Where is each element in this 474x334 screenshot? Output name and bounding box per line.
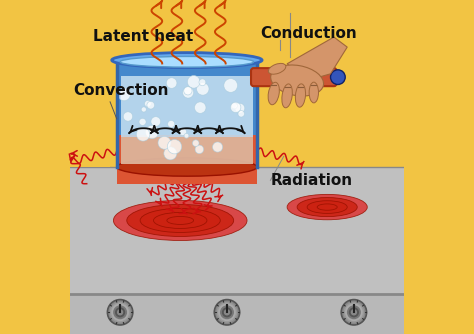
Bar <box>117 60 257 135</box>
Circle shape <box>197 83 209 95</box>
Circle shape <box>217 302 237 323</box>
Circle shape <box>145 101 151 107</box>
Circle shape <box>220 305 234 319</box>
Circle shape <box>115 307 125 317</box>
Circle shape <box>166 78 177 88</box>
Circle shape <box>118 88 130 101</box>
Circle shape <box>187 75 200 88</box>
Circle shape <box>164 147 177 160</box>
Ellipse shape <box>317 204 337 210</box>
Ellipse shape <box>268 63 286 74</box>
Circle shape <box>137 128 150 141</box>
Polygon shape <box>287 37 347 80</box>
Circle shape <box>349 307 359 317</box>
Circle shape <box>341 300 366 325</box>
Circle shape <box>330 70 345 85</box>
Circle shape <box>123 112 133 121</box>
Text: Radiation: Radiation <box>270 173 353 188</box>
Ellipse shape <box>167 216 193 224</box>
Ellipse shape <box>271 65 324 96</box>
Circle shape <box>212 142 223 152</box>
Ellipse shape <box>287 194 367 220</box>
Text: Conduction: Conduction <box>260 26 357 41</box>
Circle shape <box>235 103 245 113</box>
Ellipse shape <box>297 198 357 217</box>
Circle shape <box>218 303 236 321</box>
Circle shape <box>184 133 189 138</box>
Ellipse shape <box>307 201 347 213</box>
Circle shape <box>109 302 130 323</box>
Circle shape <box>179 128 187 136</box>
Bar <box>121 137 253 164</box>
Ellipse shape <box>127 204 234 236</box>
Ellipse shape <box>117 158 257 176</box>
Ellipse shape <box>309 82 319 103</box>
Circle shape <box>194 102 206 113</box>
Ellipse shape <box>112 53 262 68</box>
Circle shape <box>351 309 357 315</box>
Circle shape <box>184 87 192 95</box>
Bar <box>70 0 404 167</box>
Circle shape <box>158 136 171 149</box>
Circle shape <box>117 309 123 315</box>
Circle shape <box>344 302 365 323</box>
Circle shape <box>146 125 159 139</box>
Ellipse shape <box>282 84 292 108</box>
Circle shape <box>113 305 127 319</box>
Circle shape <box>141 107 146 112</box>
Circle shape <box>111 303 129 321</box>
Circle shape <box>192 140 199 146</box>
Bar <box>70 294 404 334</box>
Bar <box>117 108 257 184</box>
Circle shape <box>224 309 230 315</box>
Circle shape <box>195 145 204 154</box>
Circle shape <box>214 300 240 325</box>
Circle shape <box>167 140 182 154</box>
Circle shape <box>199 79 206 86</box>
Ellipse shape <box>120 56 254 67</box>
FancyBboxPatch shape <box>251 68 337 86</box>
Ellipse shape <box>154 212 207 228</box>
Circle shape <box>182 87 194 98</box>
Bar <box>70 167 404 294</box>
Circle shape <box>151 117 161 126</box>
Bar <box>121 76 253 164</box>
Text: Convection: Convection <box>73 83 169 98</box>
Text: Latent heat: Latent heat <box>93 29 194 44</box>
Circle shape <box>224 78 237 92</box>
Circle shape <box>347 305 361 319</box>
Circle shape <box>222 307 232 317</box>
Circle shape <box>345 303 363 321</box>
Circle shape <box>147 101 155 109</box>
Ellipse shape <box>295 84 306 107</box>
Circle shape <box>168 121 175 128</box>
Circle shape <box>238 111 245 117</box>
Ellipse shape <box>113 200 247 240</box>
Ellipse shape <box>268 82 279 105</box>
Circle shape <box>230 102 241 113</box>
Circle shape <box>231 103 237 109</box>
Circle shape <box>139 118 146 125</box>
Ellipse shape <box>140 208 220 232</box>
Polygon shape <box>70 0 110 167</box>
Circle shape <box>108 300 133 325</box>
